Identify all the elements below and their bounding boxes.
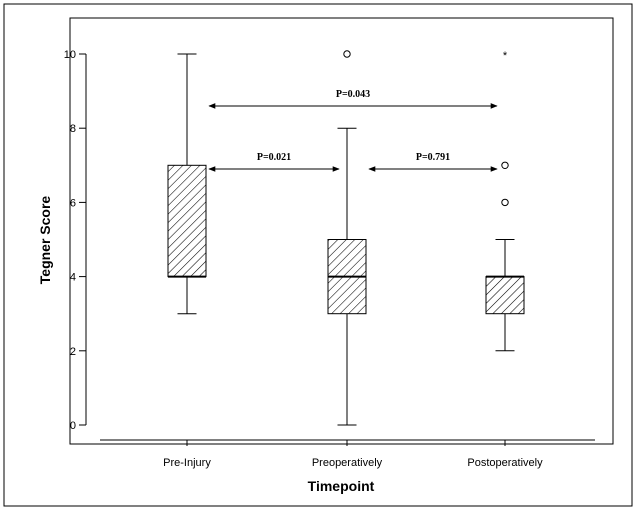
y-tick-label: 10 <box>64 49 76 61</box>
outer-frame <box>3 3 633 507</box>
x-axis: Pre-Injury Preoperatively Postoperatively <box>100 439 595 469</box>
x-tick-label: Postoperatively <box>467 457 543 469</box>
boxes: * <box>167 50 525 426</box>
plot-area-frame <box>69 17 614 445</box>
x-axis-title: Timepoint <box>308 478 375 494</box>
x-tick-label: Preoperatively <box>312 457 383 469</box>
extreme-point: * <box>503 50 508 62</box>
significance-comparisons: P=0.043 P=0.021 P=0.791 <box>208 89 498 172</box>
box-preoperatively <box>327 50 367 426</box>
p-value-label: P=0.791 <box>416 152 450 163</box>
box-postoperatively: * <box>485 50 525 352</box>
y-tick-label: 4 <box>70 272 76 284</box>
y-axis-title: Tegner Score <box>37 196 53 285</box>
p-value-label: P=0.043 <box>336 89 370 100</box>
y-tick-label: 8 <box>70 123 76 135</box>
outlier-point <box>501 198 509 207</box>
p-value-label: P=0.021 <box>257 152 291 163</box>
y-tick-label: 2 <box>70 346 76 358</box>
outlier-point <box>343 50 351 58</box>
y-tick-label: 0 <box>70 420 76 432</box>
iqr-box <box>485 276 525 315</box>
iqr-box <box>167 164 207 278</box>
x-tick-label: Pre-Injury <box>163 457 211 469</box>
y-axis: 0 2 4 6 8 10 <box>64 49 87 432</box>
outlier-point <box>501 161 509 170</box>
y-tick-label: 6 <box>70 197 76 209</box>
box-pre-injury <box>167 53 207 315</box>
